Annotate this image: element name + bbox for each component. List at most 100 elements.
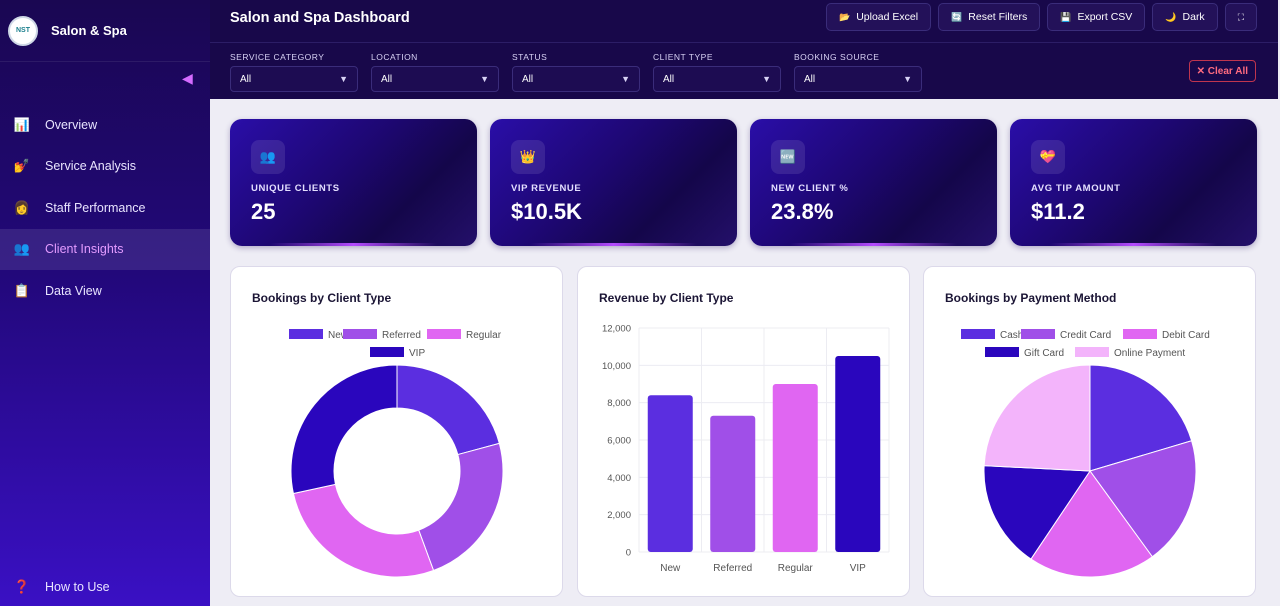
legend-swatch [1021,329,1055,339]
filter-booking-source: BOOKING SOURCE All ▼ [794,52,922,92]
reset-filters-button[interactable]: 🔄 Reset Filters [938,3,1041,31]
refresh-icon: 🔄 [951,11,963,22]
y-tick-label: 2,000 [607,510,631,521]
chart-panel-bookings-by-client-type: Bookings by Client Type New Referred Regul… [230,266,563,597]
header-actions: 📂 Upload Excel 🔄 Reset Filters 💾 Export … [825,3,1257,31]
chevron-down-icon: ▼ [621,74,630,84]
slice-new[interactable] [396,364,500,456]
fullscreen-button[interactable]: ⛶ [1224,3,1257,31]
sidebar-item-data-view[interactable]: 📋 Data View [0,270,210,312]
button-label: Dark [1182,11,1205,23]
bar-vip[interactable] [835,356,881,552]
chart-panel-revenue-by-client-type: Revenue by Client Type 12,000 10,000 8,000… [577,266,910,597]
chart-panel-bookings-by-payment-method: Bookings by Payment Method Cash Credit Ca… [923,266,1256,597]
legend-swatch [427,329,461,339]
filter-label: STATUS [512,52,548,62]
y-tick-label: 4,000 [607,473,631,484]
select-value: All [240,73,252,85]
kpi-card-unique-clients: 👥 UNIQUE CLIENTS 25 [230,119,477,246]
legend-label: Debit Card [1162,330,1210,341]
legend-item-debit-card[interactable]: Debit Card [1123,329,1210,341]
legend-label: Online Payment [1114,348,1185,359]
button-label: Export CSV [1077,11,1133,23]
select-value: All [663,73,675,85]
nail-polish-icon: 💅 [13,158,31,174]
legend-swatch [343,329,377,339]
bar-chart: 12,000 10,000 8,000 6,000 4,000 2,000 0 New Refe… [602,324,890,574]
y-tick-label: 8,000 [607,398,631,409]
fullscreen-icon: ⛶ [1237,11,1244,22]
legend-label: New [328,330,349,341]
legend-item-online-payment[interactable]: Online Payment [1075,347,1185,359]
slice-online-payment[interactable] [983,364,1091,472]
sidebar-item-staff-performance[interactable]: 👩 Staff Performance [0,187,210,229]
booking-source-select[interactable]: All ▼ [794,66,922,92]
service-category-select[interactable]: All ▼ [230,66,358,92]
legend-item-vip[interactable]: VIP [370,347,425,359]
status-select[interactable]: All ▼ [512,66,640,92]
sidebar-item-label: Overview [45,117,98,132]
y-tick-label: 12,000 [602,324,631,335]
users-icon: 👥 [251,140,285,174]
legend-item-referred[interactable]: Referred [343,329,421,341]
filter-label: SERVICE CATEGORY [230,52,325,62]
kpi-value: 23.8% [771,199,834,224]
kpi-card-vip-revenue: 👑 VIP REVENUE $10.5K [490,119,737,246]
bar-referred[interactable] [710,415,756,552]
legend-label: Credit Card [1060,330,1111,341]
brand: NST Salon & Spa [0,0,210,62]
bar-regular[interactable] [772,384,818,552]
legend-label: Cash [1000,330,1023,341]
filter-label: CLIENT TYPE [653,52,713,62]
slice-gift-card[interactable] [983,465,1091,560]
legend-swatch [370,347,404,357]
slice-regular[interactable] [292,483,435,578]
moon-icon: 🌙 [1165,11,1177,22]
button-label: Reset Filters [968,11,1028,23]
client-type-select[interactable]: All ▼ [653,66,781,92]
slice-vip[interactable] [290,364,398,495]
legend-item-new[interactable]: New [289,329,349,341]
page-title: Salon and Spa Dashboard [230,10,410,26]
divider [210,42,1278,43]
slice-debit-card[interactable] [1030,470,1154,578]
bar-new[interactable] [647,395,693,552]
legend-label: Gift Card [1024,348,1064,359]
sidebar-item-service-analysis[interactable]: 💅 Service Analysis [0,146,210,188]
kpi-label: VIP REVENUE [511,183,582,194]
legend-item-credit-card[interactable]: Credit Card [1021,329,1111,341]
brand-logo[interactable]: NST [8,15,38,46]
header: Salon and Spa Dashboard 📂 Upload Excel 🔄… [210,0,1278,99]
slice-credit-card[interactable] [1089,440,1197,558]
filter-status: STATUS All ▼ [512,52,640,92]
how-to-use-link[interactable]: ❓ How to Use [13,578,110,596]
bar-chart-icon: 📊 [13,116,31,132]
sidebar-item-client-insights[interactable]: 👥 Client Insights [0,228,210,270]
filter-label: LOCATION [371,52,418,62]
pie-chart: Cash Credit Card Debit Card Gift Card Online… [961,329,1210,578]
dark-mode-button[interactable]: 🌙 Dark [1152,3,1218,31]
location-select[interactable]: All ▼ [371,66,499,92]
heart-gift-icon: 💝 [1031,140,1065,174]
legend-item-regular[interactable]: Regular [427,329,502,341]
clipboard-icon: 📋 [13,282,31,298]
save-icon: 💾 [1060,11,1072,22]
legend-swatch [1123,329,1157,339]
legend-item-cash[interactable]: Cash [961,329,1023,341]
slice-referred[interactable] [418,442,504,572]
chart-title: Revenue by Client Type [599,291,734,305]
export-csv-button[interactable]: 💾 Export CSV [1047,3,1146,31]
legend-label: Regular [466,330,502,341]
x-tick-label: VIP [850,563,866,574]
collapse-sidebar-icon[interactable]: ◀ [182,70,193,86]
upload-excel-button[interactable]: 📂 Upload Excel [825,3,932,31]
slice-cash[interactable] [1089,364,1193,472]
x-tick-label: Referred [713,563,752,574]
sidebar-item-label: Staff Performance [45,200,146,215]
brand-name: Salon & Spa [51,23,127,38]
legend-label: Referred [382,330,421,341]
legend-item-gift-card[interactable]: Gift Card [985,347,1064,359]
clear-all-button[interactable]: ✕ Clear All [1188,60,1256,82]
chart-title: Bookings by Payment Method [945,291,1117,305]
sidebar-item-overview[interactable]: 📊 Overview [0,104,210,146]
